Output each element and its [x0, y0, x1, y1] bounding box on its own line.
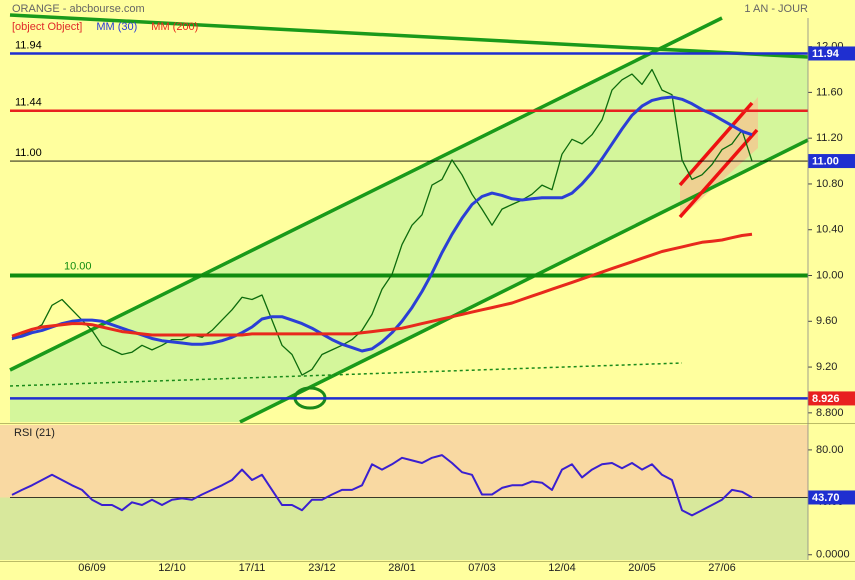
y-tick-label: 0.0000: [816, 549, 850, 561]
panel-title: RSI (21): [14, 427, 55, 439]
period: 1 AN - JOUR: [744, 3, 808, 15]
dotted-trend: [9, 362, 683, 387]
y-tick-label: 9.20: [816, 361, 837, 373]
level-badge: [808, 490, 855, 505]
small-channel-upper: [678, 101, 754, 187]
x-tick-label: 12/10: [158, 562, 186, 574]
level-caption: 10.00: [64, 260, 92, 272]
series-line: [11, 232, 753, 338]
x-tick-label: 12/04: [548, 562, 576, 574]
level-badge: [808, 46, 855, 61]
level-badge: [808, 391, 855, 406]
legend-entry: [object Object]: [12, 21, 82, 33]
chart-title: ORANGE - abcbourse.com: [12, 3, 145, 15]
x-tick-label: 27/06: [708, 562, 736, 574]
legend-entry: MM (30): [96, 21, 137, 33]
y-tick-label: 9.60: [816, 315, 837, 327]
series-line: [11, 68, 753, 376]
level-caption: 11.00: [15, 147, 42, 159]
level-badge-label: 43.70: [812, 492, 840, 504]
x-tick-label: 20/05: [628, 562, 656, 574]
level-caption: 11.44: [15, 97, 42, 109]
level-badge-label: 11.00: [812, 155, 839, 167]
chart-content: 12.0011.6011.2010.8010.4010.009.609.208.…: [0, 18, 855, 574]
band-lower: [0, 497, 808, 560]
y-tick-label: 8.800: [816, 407, 844, 419]
y-tick-label: 11.20: [816, 132, 843, 144]
small-channel-lower: [678, 128, 759, 219]
trend-line: [9, 13, 809, 59]
x-tick-label: 17/11: [239, 562, 266, 574]
y-tick-label: 11.60: [816, 86, 843, 98]
level-caption: 11.94: [15, 39, 42, 51]
drawings: [9, 13, 809, 424]
y-tick-label: 10.80: [816, 178, 844, 190]
y-tick-label: 10.00: [816, 269, 844, 281]
legend-entry: MM (200): [151, 21, 198, 33]
level-badge-label: 8.926: [812, 393, 840, 405]
channel-fill: [10, 47, 808, 422]
x-tick-label: 07/03: [468, 562, 496, 574]
series-line: [11, 454, 753, 517]
band-upper: [0, 425, 808, 498]
panel-backgrounds: [0, 425, 808, 560]
y-tick-label: 10.40: [816, 224, 844, 236]
channel-upper: [9, 16, 723, 372]
x-tick-label: 06/09: [78, 562, 106, 574]
level-badge-label: 11.94: [812, 48, 840, 60]
small-channel-fill: [680, 97, 758, 218]
x-tick-label: 23/12: [308, 562, 336, 574]
level-badge: [808, 154, 855, 169]
x-tick-label: 28/01: [388, 562, 416, 574]
y-tick-label: 80.00: [816, 444, 844, 456]
